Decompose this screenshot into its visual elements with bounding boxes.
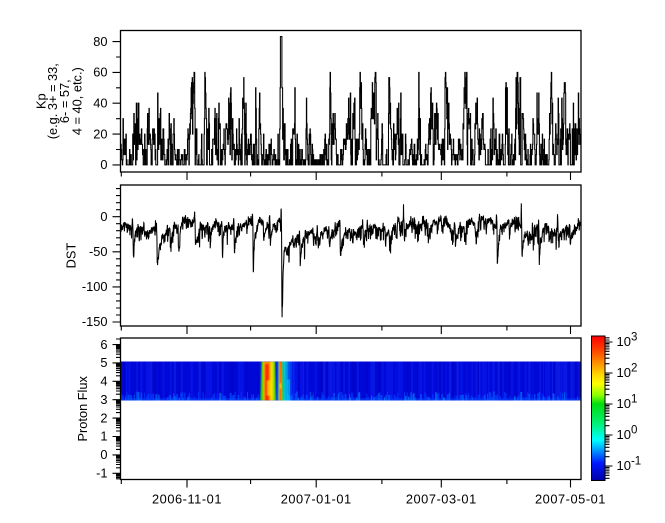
svg-text:0: 0 (100, 157, 107, 172)
svg-text:DST: DST (64, 243, 79, 269)
svg-text:-1: -1 (96, 466, 107, 481)
svg-text:-50: -50 (89, 244, 108, 259)
svg-text:-150: -150 (82, 314, 108, 329)
svg-text:20: 20 (93, 126, 107, 141)
svg-text:0: 0 (100, 209, 107, 224)
svg-text:2: 2 (100, 410, 107, 425)
svg-text:5: 5 (100, 355, 107, 370)
svg-text:(e.g. 3+ = 33,: (e.g. 3+ = 33, (45, 63, 60, 139)
svg-text:1: 1 (100, 429, 107, 444)
svg-text:2006-11-01: 2006-11-01 (152, 492, 222, 507)
svg-text:4: 4 (100, 374, 107, 389)
svg-text:Proton Flux: Proton Flux (75, 375, 90, 441)
svg-text:3: 3 (100, 392, 107, 407)
svg-text:6: 6 (100, 337, 107, 352)
svg-text:2007-01-01: 2007-01-01 (281, 492, 352, 507)
svg-text:6- = 57,: 6- = 57, (57, 79, 72, 123)
svg-text:80: 80 (93, 34, 107, 49)
svg-text:0: 0 (100, 447, 107, 462)
svg-text:-100: -100 (82, 279, 108, 294)
svg-text:60: 60 (93, 65, 107, 80)
svg-text:4 = 40, etc.): 4 = 40, etc.) (70, 67, 85, 135)
svg-text:2007-05-01: 2007-05-01 (535, 492, 606, 507)
svg-text:Kp: Kp (34, 93, 49, 109)
svg-text:40: 40 (93, 95, 107, 110)
svg-text:2007-03-01: 2007-03-01 (406, 492, 477, 507)
